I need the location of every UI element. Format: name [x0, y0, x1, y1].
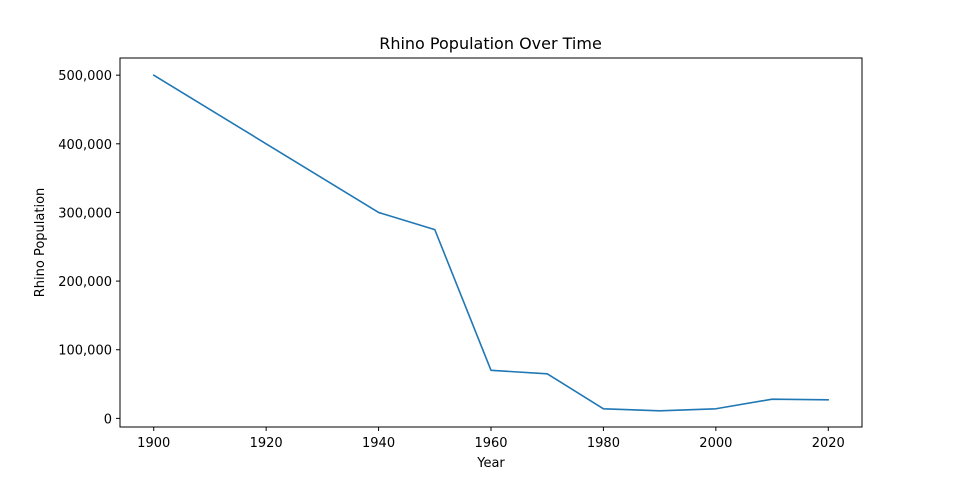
data-point: [771, 398, 773, 400]
series-line-rhino-population: [152, 74, 830, 412]
data-point: [715, 408, 717, 410]
data-point: [603, 408, 605, 410]
x-axis-label: Year: [476, 456, 505, 471]
plot-area: [120, 58, 862, 427]
y-tick-label: 100,000: [58, 344, 112, 359]
x-tick-label: 1920: [250, 436, 283, 451]
data-point: [434, 229, 436, 231]
x-tick-label: 1900: [137, 436, 170, 451]
x-tick-label: 2000: [699, 436, 732, 451]
plot-frame: [119, 57, 863, 428]
data-point: [827, 399, 829, 401]
data-point: [490, 370, 492, 372]
x-tick-label: 2020: [812, 436, 845, 451]
y-tick-label: 200,000: [58, 275, 112, 290]
y-tick-label: 300,000: [58, 206, 112, 221]
x-axis-ticks: 1900 1920 1940 1960 1980 2000 2020: [137, 427, 845, 451]
y-tick-label: 500,000: [58, 69, 112, 84]
y-tick-label: 0: [104, 412, 112, 427]
data-point: [659, 410, 661, 412]
x-tick-label: 1980: [587, 436, 620, 451]
x-tick-label: 1940: [362, 436, 395, 451]
y-axis-label: Rhino Population: [33, 188, 48, 298]
chart-title: Rhino Population Over Time: [379, 34, 602, 53]
y-tick-label: 400,000: [58, 138, 112, 153]
data-point: [378, 212, 380, 214]
data-point: [153, 74, 155, 76]
x-tick-label: 1960: [474, 436, 507, 451]
data-point: [546, 373, 548, 375]
y-axis-ticks: 0 100,000 200,000 300,000 400,000 500,000: [58, 69, 120, 427]
